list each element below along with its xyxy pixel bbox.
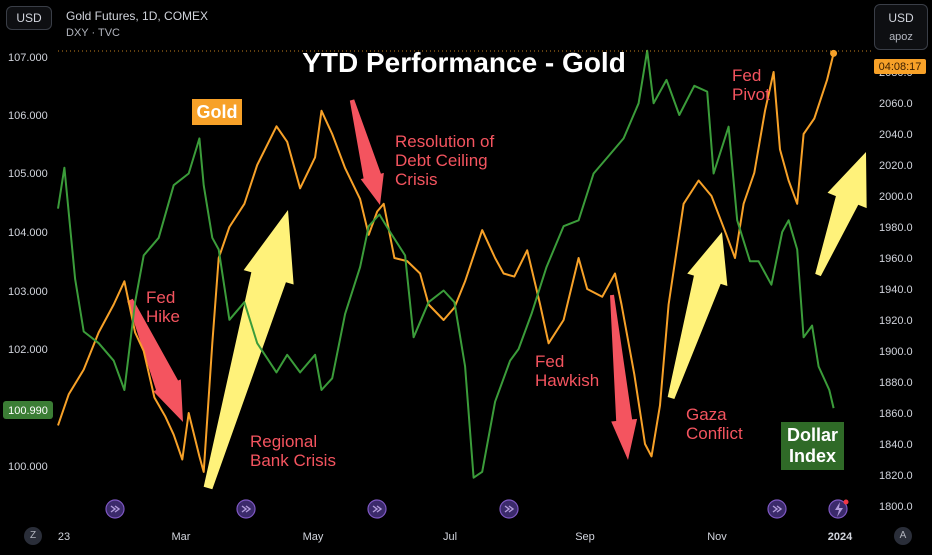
left-axis-tick-label: 102.000 bbox=[8, 344, 48, 356]
badge-text: Gold bbox=[197, 102, 238, 122]
left-axis-tick-label: 106.000 bbox=[8, 110, 48, 122]
x-axis-tick-label: 2024 bbox=[828, 531, 853, 543]
event-annotation-line: Fed bbox=[732, 66, 761, 85]
left-axis-tick-label: 100.000 bbox=[8, 461, 48, 473]
right-axis-tick-label: 1840.0 bbox=[879, 439, 913, 451]
gold-last-point bbox=[830, 49, 838, 57]
countdown-badge-text: 04:08:17 bbox=[879, 61, 922, 73]
right-axis-tick-label: 1980.0 bbox=[879, 222, 913, 234]
event-annotation-line: Bank Crisis bbox=[250, 451, 336, 470]
event-annotation-line: Fed bbox=[146, 288, 175, 307]
arrows-layer bbox=[127, 99, 867, 490]
zoom-reset-button[interactable]: Z bbox=[24, 527, 42, 545]
countdown-badge-bg bbox=[874, 59, 926, 74]
event-marker-glyph bbox=[110, 505, 121, 513]
right-axis-tick-label: 1900.0 bbox=[879, 346, 913, 358]
event-marker-icon[interactable] bbox=[767, 499, 787, 519]
scale-mode-label: apoz bbox=[889, 31, 913, 43]
dxy-last-value-badge: 100.990 bbox=[3, 401, 53, 419]
flash-event-dot bbox=[843, 499, 849, 505]
annotation-arrow bbox=[667, 232, 728, 400]
right-axis-tick-label: 1800.0 bbox=[879, 501, 913, 513]
event-annotation-line: Resolution of bbox=[395, 132, 495, 151]
event-annotation-line: Fed bbox=[535, 352, 564, 371]
event-marker-icon[interactable] bbox=[367, 499, 387, 519]
axes-layer: 107.000 106.000 105.000 104.000 103.000 102.0… bbox=[3, 50, 926, 543]
gold-series-badge: Gold bbox=[192, 99, 242, 125]
event-annotation-line: Debt Ceiling bbox=[395, 151, 488, 170]
annotation-arrow bbox=[349, 99, 384, 205]
gold-countdown-badge: 04:08:17 bbox=[874, 59, 926, 74]
event-marker-glyph bbox=[504, 505, 515, 513]
left-axis-tick-label: 105.000 bbox=[8, 168, 48, 180]
gold-series-line bbox=[57, 53, 835, 473]
right-axis-tick-label: 1960.0 bbox=[879, 253, 913, 265]
right-axis-tick-label: 2040.0 bbox=[879, 129, 913, 141]
flash-event-icon[interactable] bbox=[828, 499, 849, 519]
labels-layer: YTD Performance - GoldGoldFedHikeRegiona… bbox=[146, 47, 844, 470]
event-marker-icon[interactable] bbox=[499, 499, 519, 519]
right-axis-tick-label: 1880.0 bbox=[879, 377, 913, 389]
overlay-symbol: DXY · TVC bbox=[66, 27, 120, 39]
dxy-badge-text: 100.990 bbox=[8, 405, 48, 417]
right-axis-tick-label: 2020.0 bbox=[879, 160, 913, 172]
event-marker-glyph bbox=[372, 505, 383, 513]
left-axis-tick-label: 107.000 bbox=[8, 52, 48, 64]
series-layer bbox=[57, 49, 838, 479]
x-axis-tick-label: Nov bbox=[707, 531, 727, 543]
symbol-title: Gold Futures, 1D, COMEX bbox=[66, 9, 209, 23]
right-axis-tick-label: 1860.0 bbox=[879, 408, 913, 420]
event-marker-glyph bbox=[241, 505, 252, 513]
annotation-arrow bbox=[610, 294, 638, 460]
badge-bg bbox=[781, 422, 844, 470]
chart-title: YTD Performance - Gold bbox=[302, 47, 626, 78]
right-currency-label: USD bbox=[888, 11, 914, 25]
right-axis-tick-label: 1820.0 bbox=[879, 470, 913, 482]
x-axis-tick-label: Jul bbox=[443, 531, 457, 543]
badge-text: Dollar bbox=[787, 425, 838, 445]
flash-bolt-glyph bbox=[835, 502, 843, 517]
event-annotation-line: Gaza bbox=[686, 405, 727, 424]
annotation-arrow bbox=[203, 210, 294, 490]
event-annotation-line: Hike bbox=[146, 307, 180, 326]
left-axis-tick-label: 104.000 bbox=[8, 227, 48, 239]
event-annotation-line: Crisis bbox=[395, 170, 438, 189]
auto-scale-button[interactable]: A bbox=[894, 527, 912, 545]
dxy-badge-bg bbox=[3, 401, 53, 419]
annotation-arrow bbox=[815, 152, 867, 277]
event-annotation-line: Hawkish bbox=[535, 371, 599, 390]
right-axis-tick-label: 1940.0 bbox=[879, 284, 913, 296]
event-annotation-line: Regional bbox=[250, 432, 317, 451]
right-axis-tick-label: 2000.0 bbox=[879, 191, 913, 203]
right-axis-tick-label: 2060.0 bbox=[879, 98, 913, 110]
left-currency-button[interactable]: USD bbox=[6, 6, 52, 30]
left-axis-tick-label: 103.000 bbox=[8, 286, 48, 298]
event-annotation-line: Conflict bbox=[686, 424, 743, 443]
right-axis-tick-label: 1920.0 bbox=[879, 315, 913, 327]
event-marker-glyph bbox=[772, 505, 783, 513]
annotation-arrow bbox=[127, 298, 183, 422]
x-axis-tick-label: 23 bbox=[58, 531, 70, 543]
badge-bg bbox=[192, 99, 242, 125]
badge-text: Index bbox=[789, 446, 836, 466]
right-currency-button[interactable]: USD apoz bbox=[874, 4, 928, 50]
event-annotation-line: Pivot bbox=[732, 85, 770, 104]
x-axis-tick-label: Sep bbox=[575, 531, 595, 543]
event-marker-icon[interactable] bbox=[105, 499, 125, 519]
dxy-series-line bbox=[57, 49, 835, 479]
x-axis-tick-label: Mar bbox=[172, 531, 191, 543]
x-axis-tick-label: May bbox=[303, 531, 324, 543]
event-marker-icon[interactable] bbox=[236, 499, 256, 519]
